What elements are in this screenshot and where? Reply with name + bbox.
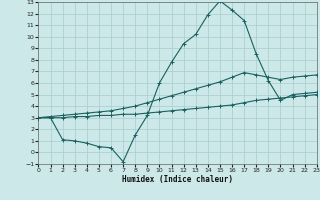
X-axis label: Humidex (Indice chaleur): Humidex (Indice chaleur) [122,175,233,184]
